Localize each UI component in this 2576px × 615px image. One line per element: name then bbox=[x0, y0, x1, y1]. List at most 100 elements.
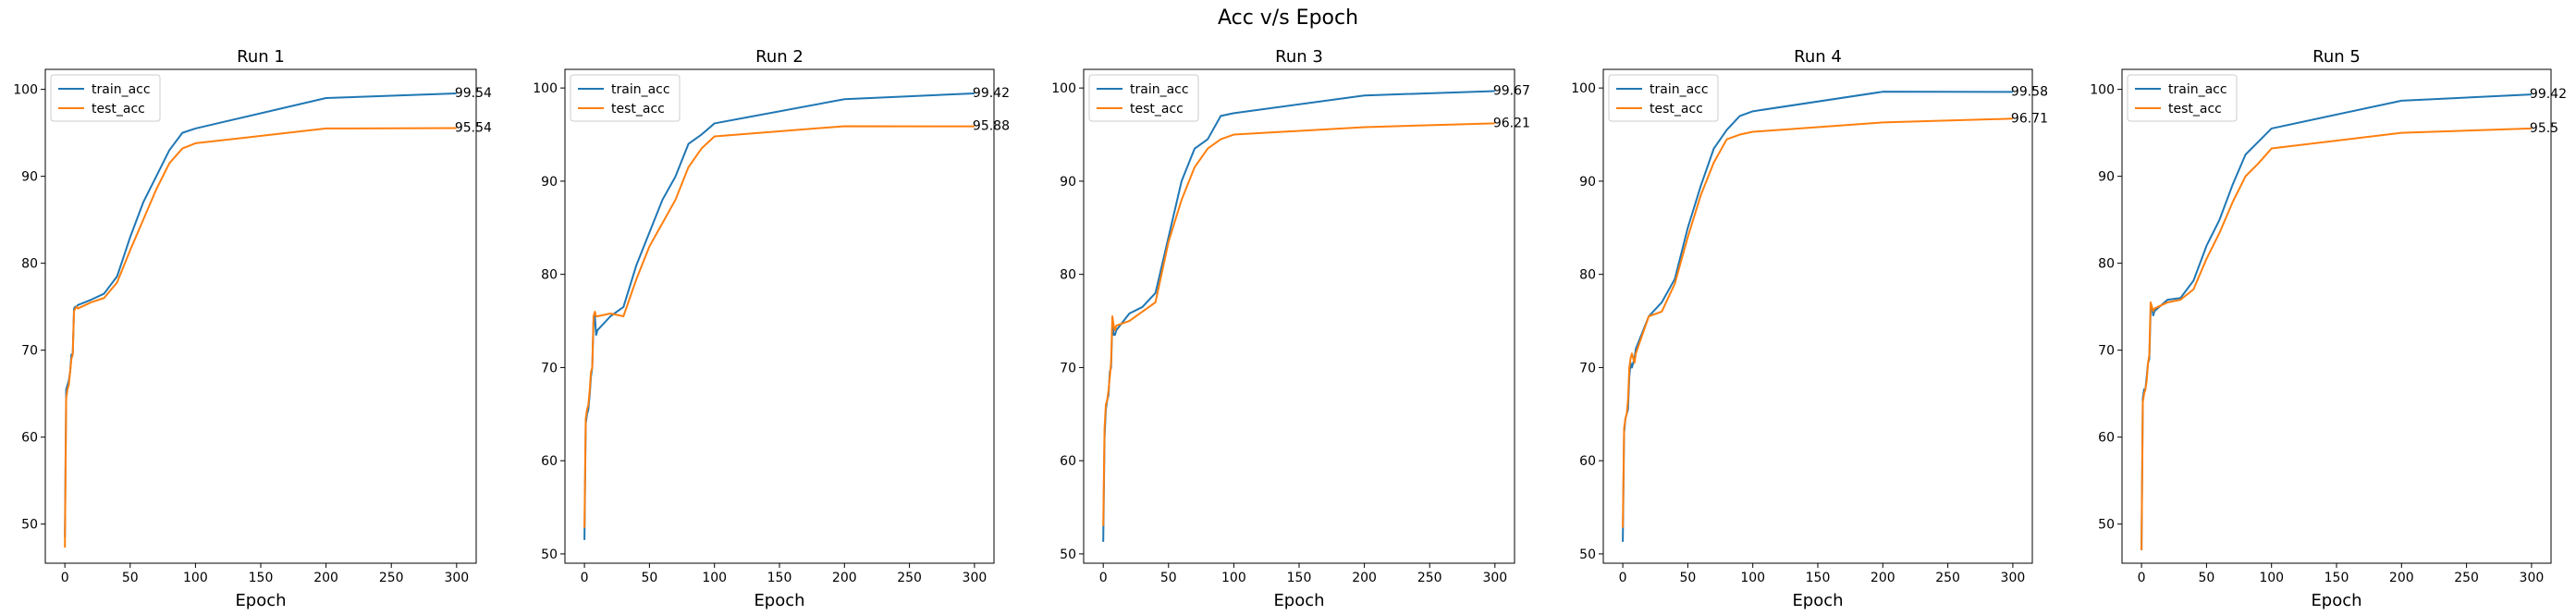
subplot-run-4: Run 4 0 50 100 150 200 250 300 50 60 70 80 90 100 Epoc… bbox=[1571, 47, 2048, 610]
y-tick-label: 100 bbox=[1051, 81, 1076, 96]
legend-box bbox=[2127, 74, 2238, 122]
y-tick-label: 90 bbox=[1579, 175, 1596, 190]
series-line-train-acc bbox=[64, 92, 457, 537]
subplot-title: Run 5 bbox=[2312, 47, 2361, 67]
axes-frame bbox=[44, 68, 477, 564]
legend-label-test-acc: test_acc bbox=[2168, 102, 2222, 117]
subplot-title: Run 4 bbox=[1794, 47, 1842, 67]
legend: train_acc test_acc bbox=[2127, 74, 2238, 122]
legend-label-train-acc: train_acc bbox=[1130, 82, 1189, 97]
legend-box bbox=[570, 74, 681, 122]
series-line-test-acc bbox=[64, 127, 457, 548]
y-tick-label: 60 bbox=[1060, 454, 1076, 469]
x-tick-label: 150 bbox=[1806, 571, 1831, 585]
y-tick-label: 60 bbox=[541, 454, 558, 469]
legend-label-train-acc: train_acc bbox=[1650, 82, 1709, 97]
x-axis-label: Epoch bbox=[235, 591, 286, 610]
end-value-label-train-acc: 99.54 bbox=[455, 86, 492, 101]
x-tick-label: 300 bbox=[2520, 571, 2545, 585]
x-axis-label: Epoch bbox=[2311, 591, 2361, 610]
x-tick-label: 250 bbox=[1935, 571, 1960, 585]
y-tick-label: 60 bbox=[2098, 431, 2115, 446]
subplot-title: Run 1 bbox=[237, 47, 285, 67]
y-tick-label: 60 bbox=[1579, 454, 1596, 469]
y-tick-label: 70 bbox=[1579, 361, 1596, 375]
y-tick-label: 80 bbox=[1060, 268, 1076, 283]
subplots-grid: Run 1 0 50 100 150 200 250 300 50 60 70 80 90 100 Epoc… bbox=[13, 47, 2567, 610]
y-tick-label: 90 bbox=[1060, 175, 1076, 190]
y-tick-label: 80 bbox=[1579, 268, 1596, 283]
y-tick-label: 50 bbox=[2098, 518, 2115, 533]
x-tick-label: 300 bbox=[2001, 571, 2026, 585]
legend-label-test-acc: test_acc bbox=[1650, 102, 1703, 117]
series-line-test-acc bbox=[583, 125, 975, 528]
x-tick-label: 0 bbox=[61, 571, 69, 585]
x-tick-label: 50 bbox=[2198, 571, 2214, 585]
y-tick-label: 70 bbox=[2098, 344, 2115, 359]
end-value-label-test-acc: 95.54 bbox=[455, 121, 492, 136]
x-tick-label: 250 bbox=[379, 571, 404, 585]
series-line-train-acc bbox=[1102, 90, 1495, 542]
x-tick-label: 250 bbox=[2454, 571, 2479, 585]
legend: train_acc test_acc bbox=[570, 74, 681, 122]
subplot-run-2: Run 2 0 50 100 150 200 250 300 50 60 70 80 90 100 Epoc… bbox=[533, 47, 1010, 610]
axes-frame bbox=[564, 68, 995, 564]
legend-box bbox=[50, 74, 161, 122]
legend: train_acc test_acc bbox=[1088, 74, 1199, 122]
y-tick-label: 100 bbox=[13, 83, 38, 98]
figure-title: Acc v/s Epoch bbox=[1218, 6, 1358, 30]
y-tick-label: 80 bbox=[21, 257, 38, 272]
axes-frame bbox=[1602, 68, 2033, 564]
end-value-label-test-acc: 95.5 bbox=[2530, 121, 2558, 136]
y-tick-label: 50 bbox=[21, 518, 38, 533]
x-tick-label: 50 bbox=[122, 571, 139, 585]
x-tick-label: 0 bbox=[1619, 571, 1627, 585]
x-tick-label: 50 bbox=[1679, 571, 1696, 585]
legend: train_acc test_acc bbox=[50, 74, 161, 122]
x-tick-label: 150 bbox=[249, 571, 274, 585]
x-tick-label: 200 bbox=[1871, 571, 1895, 585]
series-line-train-acc bbox=[1622, 91, 2013, 542]
end-value-label-train-acc: 99.42 bbox=[973, 86, 1010, 101]
y-tick-label: 80 bbox=[2098, 257, 2115, 272]
x-tick-label: 200 bbox=[832, 571, 857, 585]
end-value-label-test-acc: 96.71 bbox=[2011, 111, 2048, 126]
x-tick-label: 100 bbox=[2259, 571, 2284, 585]
x-tick-label: 300 bbox=[444, 571, 469, 585]
subplot-run-1: Run 1 0 50 100 150 200 250 300 50 60 70 80 90 100 Epoc… bbox=[13, 47, 492, 610]
axes-frame bbox=[1083, 68, 1515, 564]
x-tick-label: 50 bbox=[641, 571, 657, 585]
x-tick-label: 0 bbox=[1099, 571, 1108, 585]
series-line-train-acc bbox=[583, 92, 975, 540]
legend-label-train-acc: train_acc bbox=[611, 82, 670, 97]
subplot-title: Run 2 bbox=[755, 47, 803, 67]
y-tick-label: 70 bbox=[1060, 361, 1076, 375]
y-tick-label: 70 bbox=[541, 361, 558, 375]
x-axis-label: Epoch bbox=[1792, 591, 1843, 610]
y-tick-label: 50 bbox=[1579, 547, 1596, 562]
end-value-label-test-acc: 96.21 bbox=[1493, 116, 1530, 130]
y-tick-label: 90 bbox=[2098, 170, 2115, 185]
series-line-train-acc bbox=[2141, 93, 2532, 550]
x-tick-label: 100 bbox=[1221, 571, 1246, 585]
y-tick-label: 80 bbox=[541, 268, 558, 283]
end-value-label-train-acc: 99.58 bbox=[2011, 84, 2048, 99]
end-value-label-train-acc: 99.42 bbox=[2530, 87, 2567, 102]
x-tick-label: 0 bbox=[581, 571, 589, 585]
x-axis-label: Epoch bbox=[1273, 591, 1324, 610]
x-tick-label: 250 bbox=[897, 571, 922, 585]
legend-box bbox=[1088, 74, 1199, 122]
x-tick-label: 300 bbox=[963, 571, 987, 585]
subplot-title: Run 3 bbox=[1275, 47, 1323, 67]
y-tick-label: 70 bbox=[21, 344, 38, 359]
x-tick-label: 150 bbox=[767, 571, 792, 585]
x-tick-label: 0 bbox=[2138, 571, 2146, 585]
y-tick-label: 90 bbox=[21, 170, 38, 185]
x-tick-label: 300 bbox=[1482, 571, 1507, 585]
legend-label-test-acc: test_acc bbox=[611, 102, 665, 117]
legend: train_acc test_acc bbox=[1608, 74, 1719, 122]
x-tick-label: 150 bbox=[2325, 571, 2349, 585]
series-line-test-acc bbox=[1102, 122, 1495, 526]
legend-label-train-acc: train_acc bbox=[92, 82, 151, 97]
